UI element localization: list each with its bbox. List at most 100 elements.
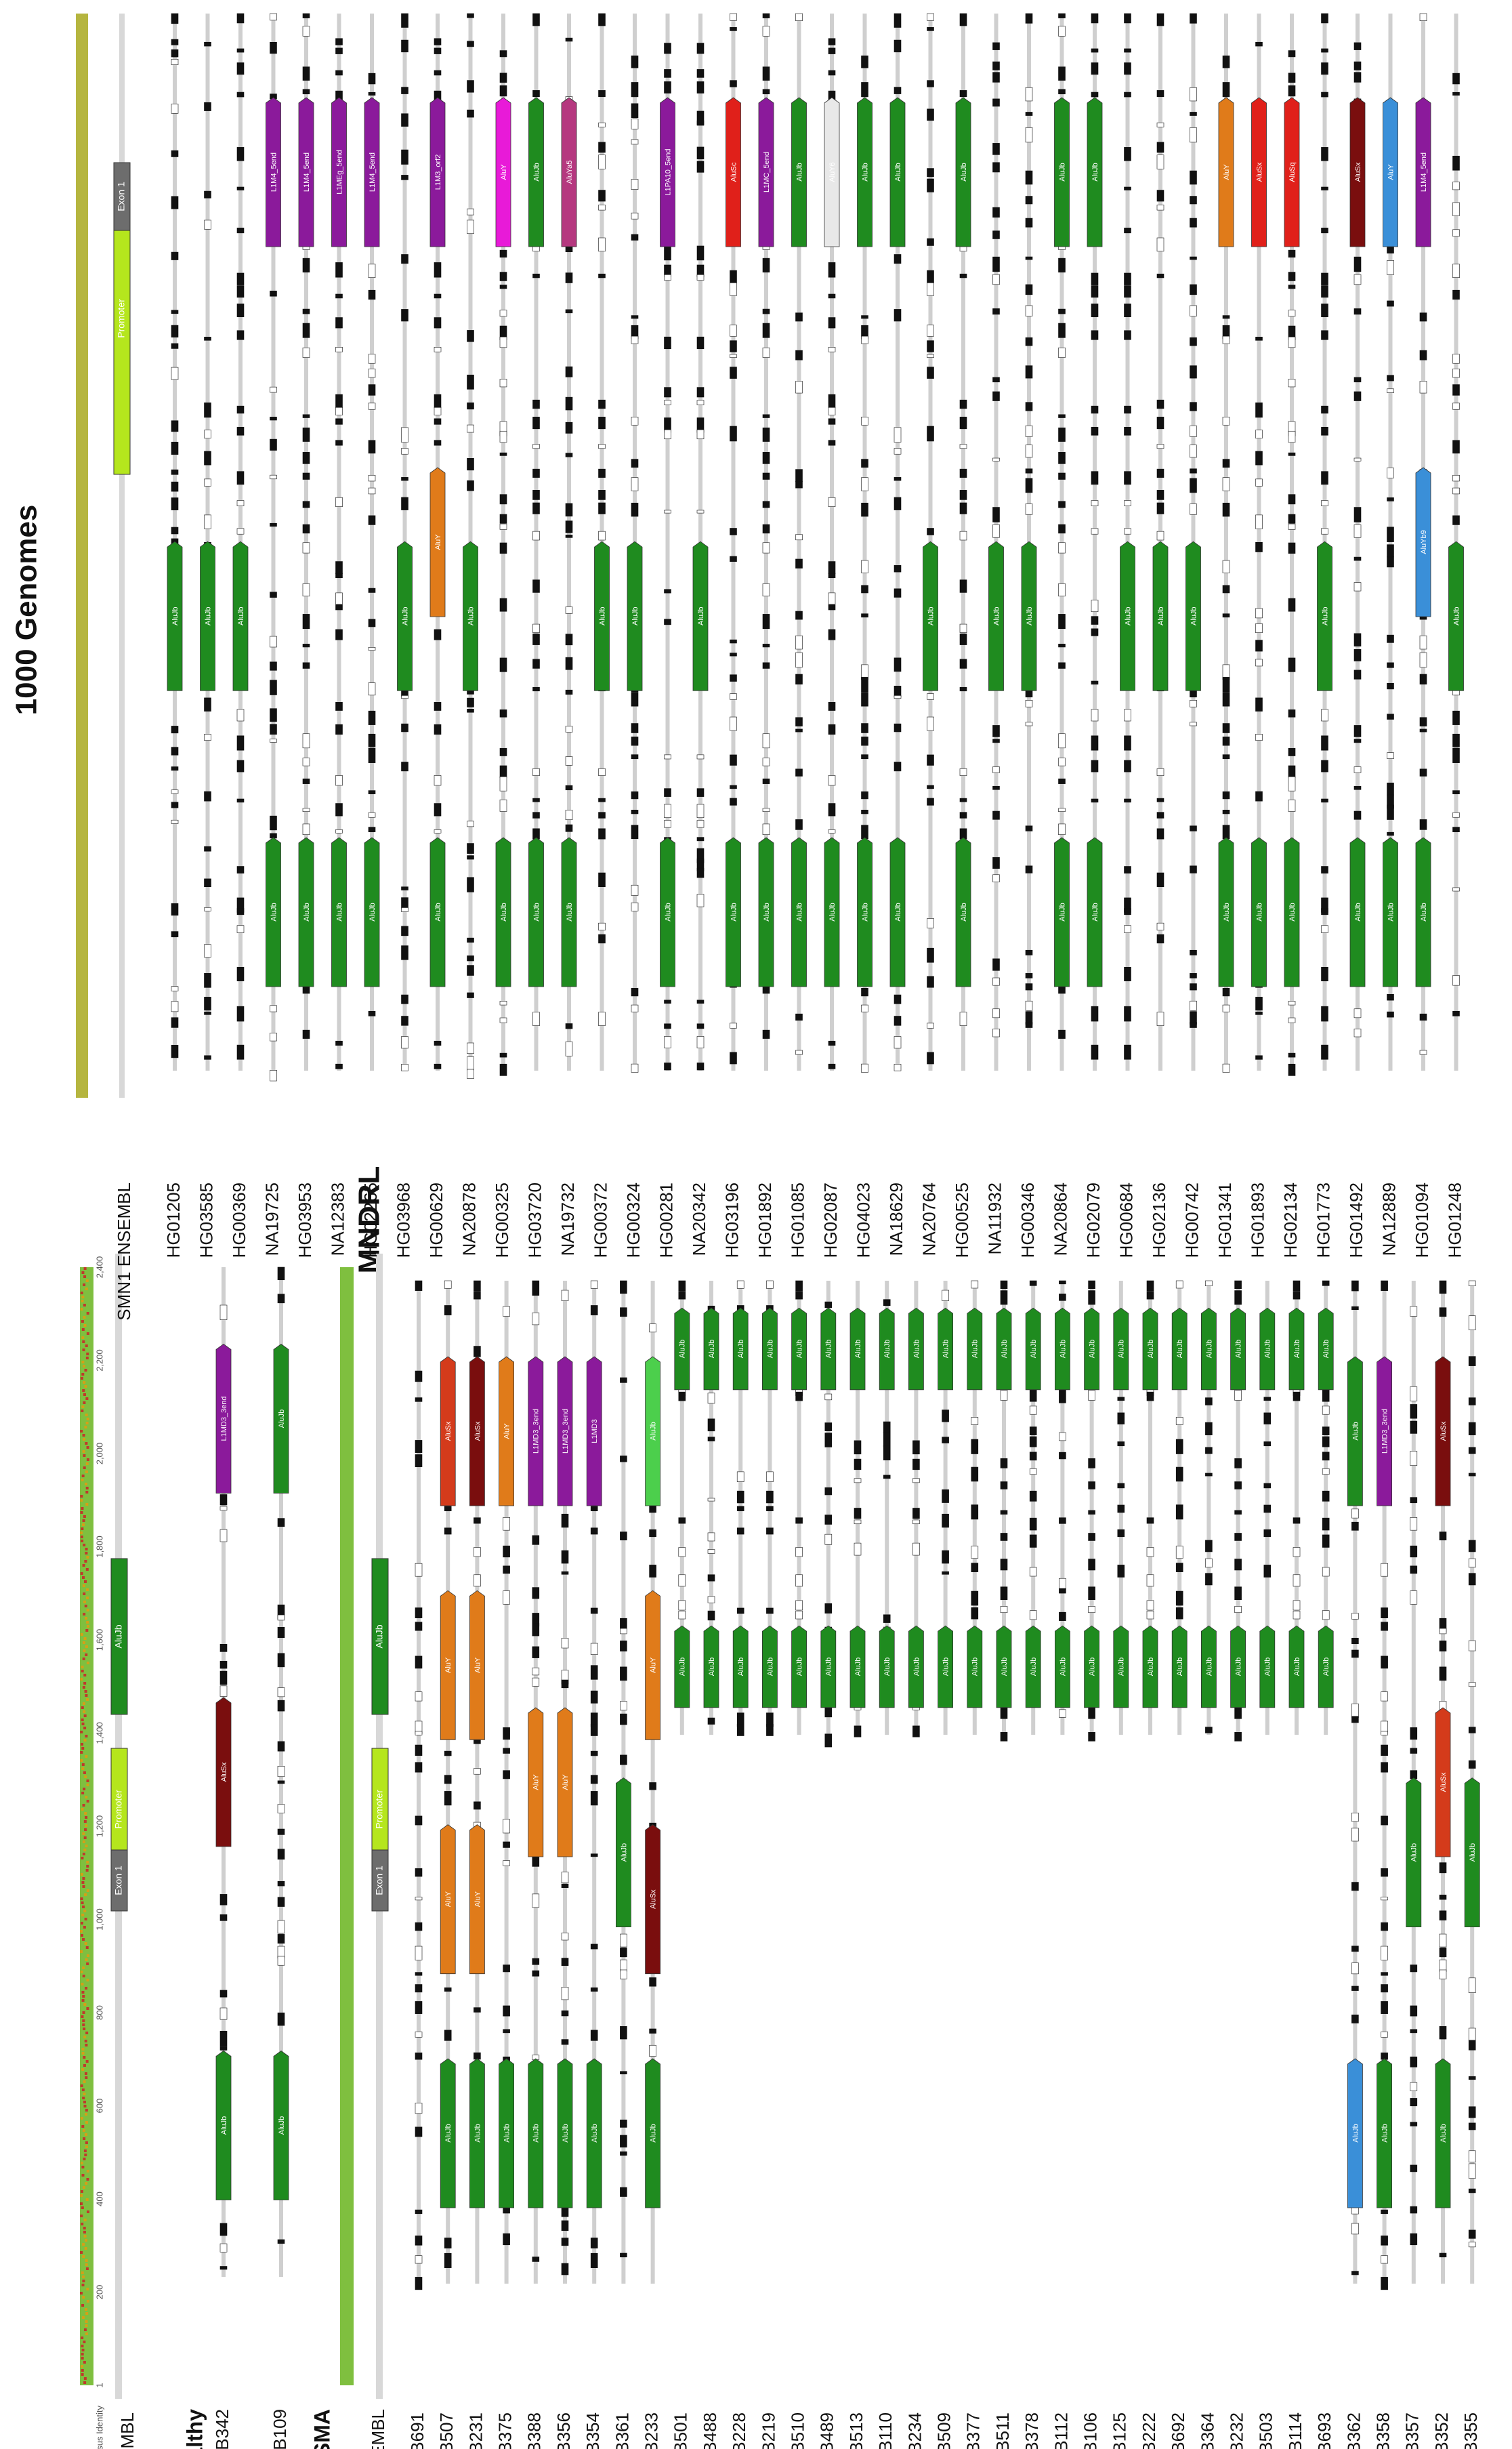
variant-block: [1322, 1468, 1330, 1475]
identity-dip: [86, 2007, 89, 2010]
variant-block: [992, 457, 1000, 461]
identity-dip: [80, 1511, 83, 1514]
identity-dip: [86, 2210, 89, 2213]
variant-block: [1410, 2206, 1418, 2214]
variant-block: [1205, 1280, 1213, 1286]
variant-block: [219, 1529, 228, 1542]
variant-block: [302, 452, 310, 464]
variant-block: [959, 633, 967, 645]
repeat-element-label: AluJb: [1001, 1340, 1009, 1359]
variant-block: [277, 1897, 285, 1907]
variant-block: [1222, 791, 1230, 800]
variant-block: [302, 614, 310, 630]
variant-block: [277, 1828, 285, 1835]
identity-dip: [81, 2174, 85, 2177]
identity-dip: [83, 1466, 86, 1469]
repeat-element-label: AluJb: [942, 1340, 950, 1359]
variant-block: [1452, 747, 1460, 763]
identity-dip: [85, 1470, 88, 1473]
variant-block: [971, 1607, 979, 1620]
variant-block: [503, 1748, 510, 1754]
variant-block: [434, 418, 442, 425]
variant-block: [302, 472, 310, 480]
sample-label: HG01492: [1346, 1182, 1366, 1258]
sample-track: [1290, 14, 1294, 1071]
variant-block: [401, 695, 408, 699]
variant-block: [1091, 285, 1099, 298]
repeat-element-label: AluJb: [1420, 903, 1428, 922]
repeat-element: [758, 97, 774, 247]
ref-feature: [371, 1558, 389, 1715]
variant-block: [1029, 1452, 1037, 1461]
variant-block: [1025, 112, 1033, 116]
sample-label: MB691: [407, 2412, 427, 2449]
variant-block: [171, 441, 179, 455]
ref-feature-label: Exon 1: [374, 1866, 385, 1895]
variant-block: [335, 803, 343, 817]
variant-block: [664, 387, 671, 398]
repeat-element-label: AluJb: [796, 1340, 804, 1359]
repeat-element-label: AluSx: [474, 1421, 482, 1441]
variant-block: [1222, 1004, 1230, 1012]
repeat-element: [996, 1307, 1012, 1391]
variant-block: [561, 1933, 569, 1941]
variant-block: [1293, 1517, 1301, 1524]
variant-block: [1353, 61, 1362, 70]
variant-block: [959, 1012, 967, 1026]
identity-dip: [86, 1418, 89, 1420]
variant-block: [474, 1517, 481, 1524]
identity-dip: [81, 2369, 84, 2372]
variant-block: [1381, 1972, 1388, 1976]
variant-block: [730, 27, 737, 31]
identity-dip: [85, 1735, 88, 1737]
variant-block: [1190, 468, 1197, 474]
sample-label: HG03196: [721, 1182, 742, 1258]
variant-block: [474, 1801, 481, 1810]
sample-label: NA20342: [689, 1182, 709, 1256]
repeat-element: [824, 97, 840, 247]
identity-dip: [80, 1430, 83, 1433]
repeat-element-label: AluJb: [1001, 1658, 1009, 1676]
variant-block: [1190, 865, 1197, 873]
variant-block: [1156, 13, 1164, 26]
variant-block: [971, 1439, 979, 1454]
identity-dip: [83, 1381, 86, 1384]
variant-block: [736, 1490, 744, 1504]
identity-dip: [81, 1747, 85, 1750]
variant-block: [219, 1670, 228, 1685]
repeat-element: [967, 1307, 983, 1391]
variant-block: [1321, 228, 1328, 234]
variant-block: [434, 440, 442, 446]
identity-dip: [82, 1434, 85, 1437]
variant-block: [1387, 831, 1394, 836]
variant-block: [499, 336, 507, 348]
variant-block: [1059, 1452, 1066, 1460]
variant-block: [1468, 1422, 1476, 1435]
variant-block: [204, 403, 211, 418]
variant-block: [1452, 91, 1460, 96]
sample-label: MB501: [671, 2412, 691, 2449]
variant-block: [1222, 560, 1230, 573]
variant-block: [736, 1607, 744, 1614]
variant-block: [1000, 1732, 1008, 1742]
repeat-element-label: AluJb: [1147, 1340, 1155, 1359]
variant-block: [1025, 170, 1033, 185]
variant-block: [401, 907, 408, 912]
repeat-element: [1087, 97, 1103, 247]
identity-dip: [84, 1605, 87, 1607]
identity-dip: [84, 1580, 87, 1583]
identity-dip: [85, 1442, 88, 1445]
variant-block: [236, 908, 245, 915]
identity-dip: [82, 1349, 85, 1351]
variant-block: [1288, 336, 1296, 348]
identity-dip: [83, 2149, 87, 2152]
variant-block: [631, 103, 639, 119]
variant-block: [1351, 1508, 1359, 1519]
identity-dip: [85, 1816, 88, 1819]
sample-label: HG02134: [1280, 1182, 1301, 1258]
variant-block: [277, 1881, 285, 1887]
variant-block: [1029, 1468, 1037, 1475]
identity-dip: [81, 1719, 84, 1721]
sample-track: [797, 1281, 801, 1735]
